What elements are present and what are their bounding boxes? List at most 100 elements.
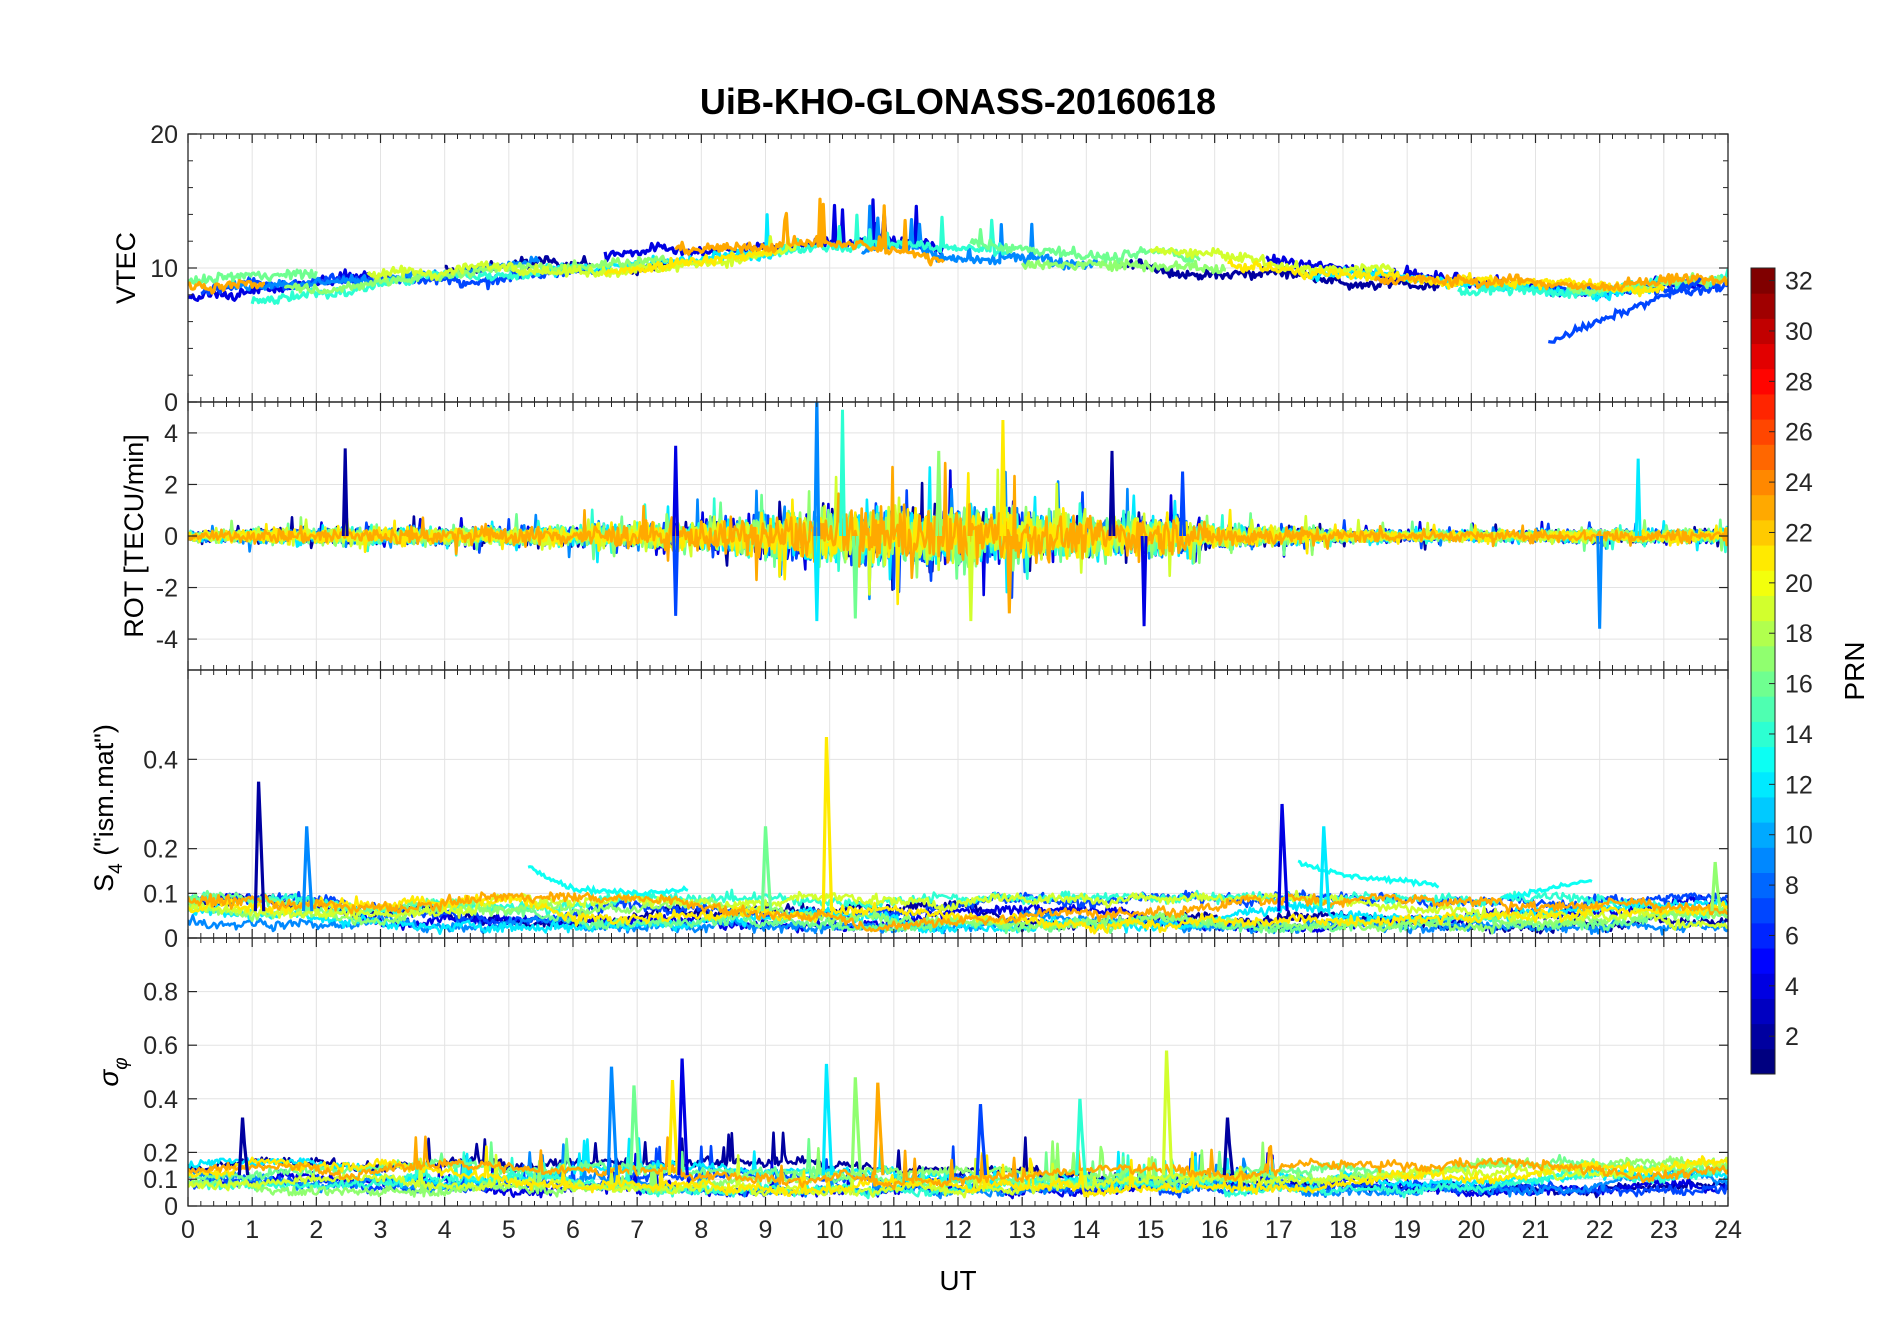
grid-vtec bbox=[187, 133, 1729, 403]
x-tick-label: 2 bbox=[309, 1216, 323, 1244]
x-tick-label: 3 bbox=[374, 1216, 388, 1244]
colorbar-tick-label: 2 bbox=[1785, 1023, 1799, 1051]
colorbar-tick-label: 12 bbox=[1785, 771, 1813, 799]
vtec-line-prn-23 bbox=[188, 279, 266, 295]
x-ticks-vtec bbox=[187, 134, 1729, 402]
rot-spike bbox=[1005, 535, 1013, 614]
vtec-line-prn-19 bbox=[1149, 246, 1396, 277]
x-ticks-sigma-phi bbox=[187, 938, 1729, 1206]
s4-feature-spike bbox=[1277, 803, 1289, 912]
y-ticks-sigma-phi: 00.10.2 0.4 0.6 0.8 bbox=[143, 979, 1728, 1221]
x-tick-label: 9 bbox=[759, 1216, 773, 1244]
ylabel-vtec: VTEC bbox=[111, 232, 141, 304]
colorbar-swatch bbox=[1751, 645, 1775, 672]
x-tick-label: 22 bbox=[1586, 1216, 1614, 1244]
vtec-line-prn-23 bbox=[1373, 272, 1728, 293]
y-tick-label: 0.1 bbox=[143, 1166, 178, 1194]
x-tick-label: 6 bbox=[566, 1216, 580, 1244]
rot-spike bbox=[1179, 471, 1187, 537]
rot-spike bbox=[672, 535, 680, 616]
vtec-line-prn-21 bbox=[603, 248, 779, 277]
colorbar-swatch bbox=[1751, 998, 1775, 1025]
series-vtec bbox=[188, 197, 1728, 344]
x-tick-label: 7 bbox=[630, 1216, 644, 1244]
sigma_phi-feature-spike bbox=[850, 1077, 863, 1176]
rot-spike bbox=[839, 409, 846, 537]
colorbar-swatch bbox=[1751, 293, 1775, 319]
colorbar-swatch bbox=[1751, 796, 1775, 823]
x-tick-label: 14 bbox=[1072, 1216, 1100, 1244]
series-sigma-phi bbox=[188, 1050, 1728, 1200]
rot-line-prn-23 bbox=[188, 461, 1728, 582]
vtec-line-prn-17 bbox=[1020, 258, 1226, 275]
colorbar-tick-label: 4 bbox=[1785, 973, 1799, 1001]
sigma_phi-feature-spike bbox=[872, 1082, 885, 1176]
x-tick-label: 16 bbox=[1201, 1216, 1229, 1244]
series-rot bbox=[188, 402, 1728, 629]
s4-feature-spike bbox=[301, 826, 314, 912]
x-tick-label: 19 bbox=[1393, 1216, 1421, 1244]
s4-feature-spike bbox=[253, 781, 266, 912]
sigma_phi-feature-spike bbox=[667, 1079, 680, 1176]
x-ticks-s4 bbox=[187, 670, 1729, 938]
s4-elevated-track bbox=[1503, 879, 1593, 900]
x-tick-label: 4 bbox=[438, 1216, 452, 1244]
y-tick-label: 4 bbox=[164, 420, 178, 448]
rot-spike bbox=[341, 448, 349, 537]
sigma_phi-feature-spike bbox=[821, 1063, 834, 1176]
colorbar-swatch bbox=[1751, 343, 1775, 370]
rot-spike bbox=[1634, 458, 1642, 537]
y-tick-label: 20 bbox=[150, 121, 178, 149]
xlabel: UT bbox=[939, 1265, 976, 1296]
x-ticks-rot bbox=[187, 402, 1729, 670]
vtec-line-prn-16 bbox=[188, 268, 318, 285]
rot-spike bbox=[999, 420, 1007, 537]
sigma_phi-feature-spike bbox=[677, 1058, 689, 1176]
panel-vtec: 0 10 20 VTEC bbox=[111, 121, 1729, 417]
rot-spike bbox=[1108, 450, 1116, 537]
vtec-line-prn-19 bbox=[366, 235, 798, 282]
vtec-line-prn-23 bbox=[674, 197, 945, 267]
colorbar-tick-label: 24 bbox=[1785, 469, 1813, 497]
x-tick-label: 13 bbox=[1008, 1216, 1036, 1244]
colorbar-swatch bbox=[1751, 545, 1775, 571]
rot-spike bbox=[967, 535, 975, 622]
s4-feature-spike bbox=[1318, 826, 1331, 912]
s4-elevated-track bbox=[527, 865, 689, 897]
rot-spike bbox=[1140, 535, 1148, 627]
colorbar-swatch bbox=[1751, 847, 1775, 873]
sigma_phi-feature-spike bbox=[606, 1066, 619, 1176]
colorbar-tick-label: 14 bbox=[1785, 721, 1813, 749]
rot-spike bbox=[935, 450, 943, 537]
x-tick-label: 8 bbox=[694, 1216, 708, 1244]
colorbar-frame bbox=[1750, 267, 1776, 1075]
y-tick-label: 0 bbox=[164, 523, 178, 551]
colorbar-tick-label: 10 bbox=[1785, 822, 1813, 850]
x-tick-label: 12 bbox=[944, 1216, 972, 1244]
rot-spike bbox=[851, 535, 859, 619]
sigma_phi-feature-spike bbox=[237, 1117, 250, 1176]
x-tick-label: 15 bbox=[1137, 1216, 1165, 1244]
ylabel-rot: ROT [TECU/min] bbox=[119, 434, 149, 638]
panel-rot: -4 -2 0 2 4 ROT [TECU/min] bbox=[119, 401, 1729, 671]
rot-spike bbox=[813, 402, 821, 537]
y-tick-label: 2 bbox=[164, 471, 178, 499]
colorbar-tick-label: 6 bbox=[1785, 922, 1799, 950]
colorbar-swatch bbox=[1751, 948, 1775, 974]
y-tick-label: -4 bbox=[156, 626, 178, 654]
x-tick-label: 17 bbox=[1265, 1216, 1293, 1244]
series-s4 bbox=[188, 736, 1728, 936]
colorbar-swatch bbox=[1751, 746, 1775, 773]
colorbar-swatch bbox=[1751, 1048, 1775, 1075]
y-tick-label: 0.4 bbox=[143, 746, 178, 774]
rot-spike bbox=[813, 535, 821, 622]
colorbar-swatch bbox=[1751, 897, 1775, 924]
x-tick-label: 11 bbox=[881, 1216, 907, 1244]
x-tick-label: 10 bbox=[816, 1216, 844, 1244]
s4-feature-spike bbox=[821, 736, 834, 912]
y-ticks-vtec: 0 10 20 bbox=[150, 121, 1728, 417]
ylabel-sigma-phi: σφ bbox=[93, 1057, 132, 1086]
x-tick-label: 20 bbox=[1457, 1216, 1485, 1244]
sigma_phi-feature-spike bbox=[975, 1104, 988, 1176]
